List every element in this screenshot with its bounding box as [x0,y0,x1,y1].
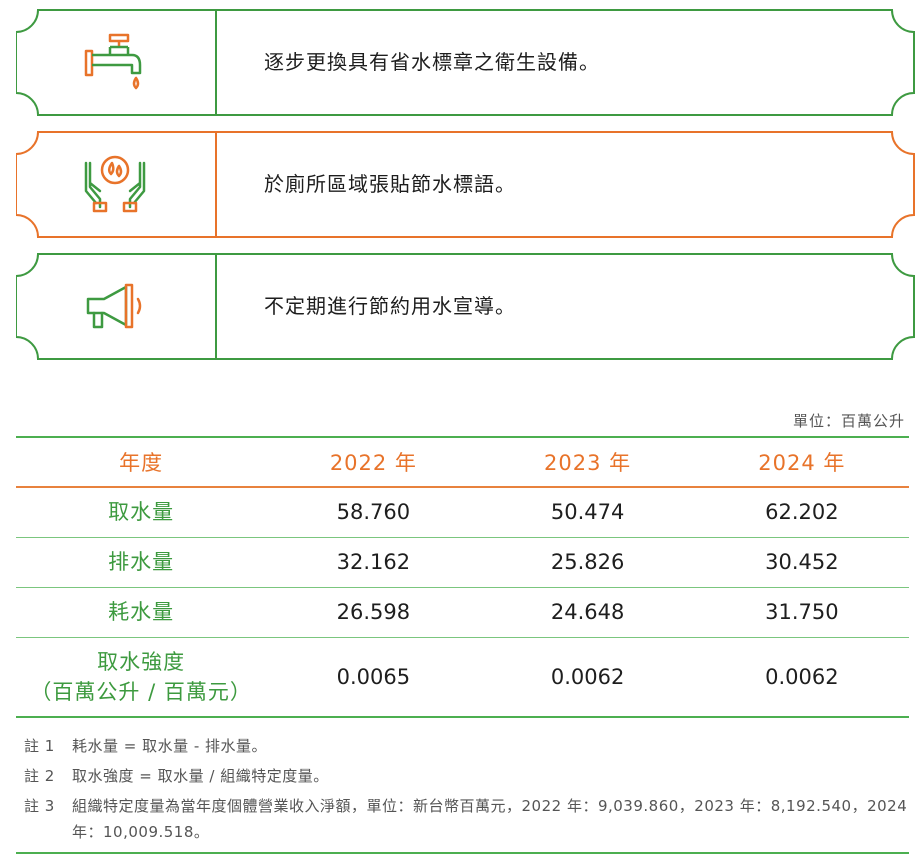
cell-value: 24.648 [550,600,625,624]
card-frame [16,253,915,360]
cell-value: 32.162 [336,550,411,574]
card-water-saving-promotion: 不定期進行節約用水宣導。 [16,253,918,360]
megaphone-icon [86,283,142,329]
row-label-line1: 取水強度 [97,649,186,674]
table-row: 取水強度 （百萬公升 / 百萬元） 0.0065 0.0062 0.0062 [16,637,909,717]
cell-value: 0.0065 [336,664,411,689]
header-2024: 2024 年 [758,451,846,475]
cell-value: 0.0062 [550,664,625,689]
card-text: 逐步更換具有省水標章之衛生設備。 [264,50,600,74]
cell-value: 25.826 [550,550,625,574]
row-label: 耗水量 [108,600,175,624]
cell-value: 50.474 [550,500,625,525]
header-2022: 2022 年 [329,451,417,475]
card-frame [16,131,915,238]
card-water-saving-fixtures: 逐步更換具有省水標章之衛生設備。 [16,9,918,116]
cell-value: 58.760 [336,500,411,525]
footnote-text: 取水強度 = 取水量 / 組織特定度量。 [72,767,329,785]
footnote: 註 2 取水強度 = 取水量 / 組織特定度量。 [24,763,914,789]
row-label: 取水量 [108,500,175,525]
hands-water-drop-icon [84,155,146,213]
cell-value: 62.202 [765,500,839,525]
row-label: 排水量 [108,550,175,574]
faucet-icon [84,33,142,90]
water-data-table: 年度 2022 年 2023 年 2024 年 取水量 58.760 50.47… [16,436,909,718]
header-year: 年度 [119,451,164,475]
footnote: 註 3 組織特定度量為當年度個體營業收入淨額，單位：新台幣百萬元，2022 年：… [24,793,914,845]
row-label-line2: （百萬公升 / 百萬元） [30,679,252,704]
footnote-text: 組織特定度量為當年度個體營業收入淨額，單位：新台幣百萬元，2022 年：9,03… [72,797,908,841]
card-text: 於廁所區域張貼節水標語。 [264,172,516,196]
footnote-text: 耗水量 = 取水量 - 排水量。 [72,737,268,755]
footnote-tag: 註 2 [24,767,55,785]
table-row: 排水量 32.162 25.826 30.452 [16,537,909,587]
card-text: 不定期進行節約用水宣導。 [264,294,516,318]
cell-value: 31.750 [765,600,839,624]
cell-value: 26.598 [336,600,411,624]
footnotes: 註 1 耗水量 = 取水量 - 排水量。 註 2 取水強度 = 取水量 / 組織… [24,733,914,849]
footnote-tag: 註 3 [24,797,55,815]
footnote-tag: 註 1 [24,737,55,755]
cell-value: 30.452 [765,550,839,574]
cell-value: 0.0062 [765,664,839,689]
bottom-divider [16,852,909,854]
header-2023: 2023 年 [544,451,632,475]
footnote: 註 1 耗水量 = 取水量 - 排水量。 [24,733,914,759]
card-water-saving-signs: 於廁所區域張貼節水標語。 [16,131,918,238]
row-label: 取水強度 （百萬公升 / 百萬元） [16,637,266,717]
table-row: 耗水量 26.598 24.648 31.750 [16,587,909,637]
card-frame [16,9,915,116]
table-row: 取水量 58.760 50.474 62.202 [16,487,909,537]
unit-label: 單位：百萬公升 [792,412,905,430]
table-header-row: 年度 2022 年 2023 年 2024 年 [16,437,909,487]
